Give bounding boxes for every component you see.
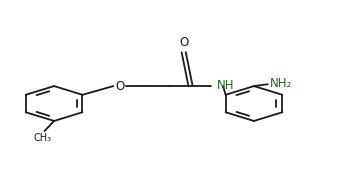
Text: CH₃: CH₃ <box>34 133 52 143</box>
Text: NH: NH <box>217 79 235 92</box>
Text: NH₂: NH₂ <box>270 77 292 90</box>
Text: O: O <box>115 80 124 92</box>
Text: O: O <box>180 36 189 49</box>
